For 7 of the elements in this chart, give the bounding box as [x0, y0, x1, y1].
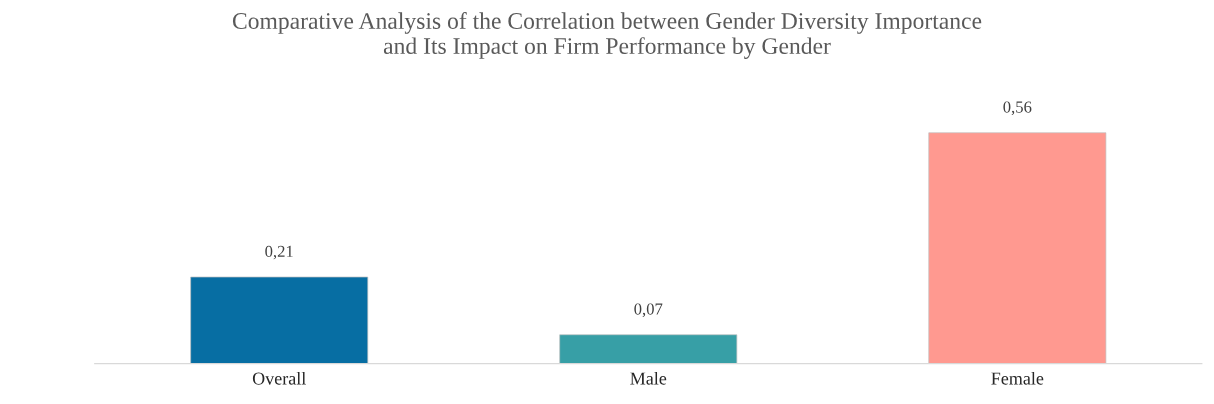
- x-tick-label: Overall: [252, 371, 306, 385]
- x-tick-label: Male: [630, 371, 667, 385]
- x-tick-label: Female: [991, 371, 1044, 385]
- data-label: 0,21: [265, 245, 293, 260]
- data-label: 0,56: [1003, 101, 1032, 116]
- data-label: 0,07: [634, 303, 663, 318]
- chart-title: Comparative Analysis of the Correlation between Gender Diversity Importance and Its Impact on Firm Performance by Gender: [232, 12, 982, 59]
